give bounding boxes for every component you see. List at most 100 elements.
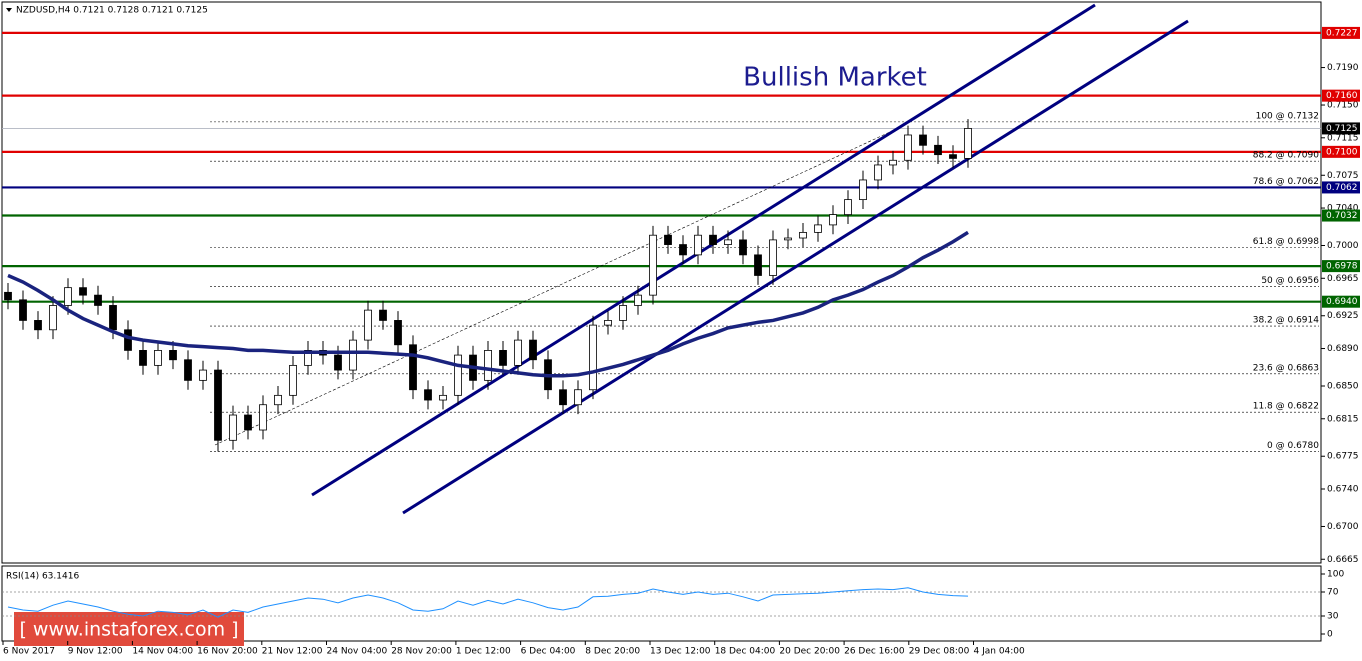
candle-body	[214, 369, 222, 441]
candle-body	[229, 414, 237, 441]
x-tick-label: 24 Nov 04:00	[327, 647, 388, 657]
candle-body	[349, 339, 357, 371]
candle-body	[364, 309, 372, 341]
y-tick-label: 0.6965	[1327, 274, 1359, 284]
candle-body	[394, 320, 402, 346]
level-box	[1322, 89, 1360, 102]
x-tick-label: 4 Jan 04:00	[974, 647, 1026, 657]
rsi-y-tick-label: 0	[1327, 630, 1333, 640]
x-tick-label: 1 Dec 12:00	[456, 647, 511, 657]
level-label: 0.7062	[1326, 183, 1358, 193]
level-label: 0.7227	[1326, 28, 1358, 38]
current-price-label: 0.7125	[1326, 124, 1358, 134]
level-box	[1322, 145, 1360, 158]
candle-body	[589, 324, 597, 391]
level-box	[1322, 295, 1360, 308]
rsi-title: RSI(14) 63.1416	[6, 572, 79, 582]
candle-body	[514, 339, 522, 366]
fib-label: 100 @ 0.7132	[1256, 111, 1319, 121]
x-tick-label: 16 Nov 20:00	[197, 647, 258, 657]
candle-body	[79, 287, 87, 296]
candle-body	[4, 291, 12, 301]
candle-body	[64, 287, 72, 306]
rsi-y-tick-label: 70	[1327, 588, 1339, 598]
chart-title: Bullish Market	[743, 63, 927, 93]
level-box	[1322, 26, 1360, 39]
candle-body	[754, 254, 762, 276]
rsi-y-tick-label: 100	[1327, 570, 1344, 580]
candle-body	[439, 394, 447, 401]
level-label: 0.6978	[1326, 262, 1358, 272]
candle-body	[139, 350, 147, 366]
candle-body	[949, 154, 957, 159]
y-tick-label: 0.7115	[1327, 133, 1359, 143]
rsi-line	[7, 587, 969, 618]
watermark: [ www.instaforex.com ]	[19, 619, 238, 641]
candle-body	[199, 369, 207, 381]
candle-body	[409, 344, 417, 391]
candle-body	[34, 320, 42, 331]
fib-label: 38.2 @ 0.6914	[1253, 316, 1320, 326]
moving-average	[7, 230, 969, 378]
candle-body	[244, 414, 252, 431]
candle-body	[739, 239, 747, 256]
level-box	[1322, 209, 1360, 222]
header: NZDUSD,H4 0.7121 0.7128 0.7121 0.7125	[16, 6, 208, 16]
level-label: 0.6940	[1326, 297, 1358, 307]
candle-body	[889, 159, 897, 166]
y-tick-label: 0.6700	[1327, 522, 1359, 532]
y-tick-label: 0.6740	[1327, 485, 1359, 495]
channel-lower	[402, 19, 1189, 515]
candle-body	[619, 305, 627, 321]
x-tick-label: 8 Dec 20:00	[585, 647, 640, 657]
fib-label: 61.8 @ 0.6998	[1253, 237, 1320, 247]
x-tick-label: 28 Nov 20:00	[391, 647, 452, 657]
y-tick-label: 0.7150	[1327, 101, 1359, 111]
candle-body	[649, 234, 657, 296]
candle-body	[559, 389, 567, 406]
y-tick-label: 0.6850	[1327, 381, 1359, 391]
level-label: 0.7160	[1326, 91, 1358, 101]
candle-body	[154, 350, 162, 366]
candle-body	[604, 320, 612, 326]
fib-label: 88.2 @ 0.7090	[1253, 151, 1320, 161]
fib-label: 78.6 @ 0.7062	[1253, 177, 1319, 187]
level-box	[1322, 260, 1360, 273]
fib-label: 11.8 @ 0.6822	[1253, 402, 1319, 412]
candle-body	[634, 294, 642, 306]
x-tick-label: 14 Nov 04:00	[132, 647, 193, 657]
fib-label: 0 @ 0.6780	[1267, 441, 1319, 451]
level-label: 0.7032	[1326, 211, 1358, 221]
candle-body	[574, 389, 582, 406]
candle-body	[169, 350, 177, 361]
x-tick-label: 9 Nov 12:00	[68, 647, 123, 657]
candle-body	[709, 234, 717, 245]
x-tick-label: 13 Dec 12:00	[650, 647, 711, 657]
y-tick-label: 0.6925	[1327, 311, 1359, 321]
candle-body	[844, 199, 852, 215]
candle-body	[259, 404, 267, 431]
candle-body	[379, 309, 387, 321]
y-tick-label: 0.7000	[1327, 241, 1359, 251]
candle-body	[49, 305, 57, 331]
fib-label: 23.6 @ 0.6863	[1253, 363, 1319, 373]
fib-label: 50 @ 0.6956	[1261, 276, 1319, 286]
candle-body	[529, 339, 537, 361]
current-price-box	[1322, 122, 1360, 135]
candle-body	[109, 305, 117, 331]
x-tick-label: 6 Dec 04:00	[521, 647, 576, 657]
candle-body	[499, 350, 507, 366]
header-icon	[6, 8, 12, 12]
candle-body	[874, 164, 882, 181]
candle-body	[484, 350, 492, 381]
y-tick-label: 0.7075	[1327, 171, 1359, 181]
rsi-frame	[1, 565, 1322, 642]
y-tick-label: 0.7040	[1327, 204, 1359, 214]
y-tick-label: 0.6665	[1327, 555, 1359, 565]
x-tick-label: 21 Nov 12:00	[262, 647, 323, 657]
y-tick-label: 0.6815	[1327, 414, 1359, 424]
x-tick-label: 6 Nov 2017	[3, 647, 55, 657]
candle-body	[769, 239, 777, 276]
candle-body	[274, 394, 282, 406]
